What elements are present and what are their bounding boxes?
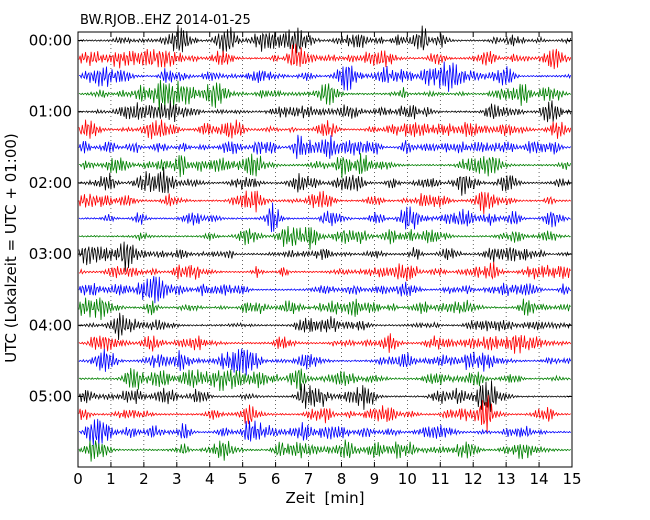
trace-line bbox=[78, 333, 572, 354]
y-tick-label: 05:00 bbox=[29, 388, 72, 406]
trace-line bbox=[78, 166, 572, 196]
trace-line bbox=[78, 24, 572, 57]
seismogram-traces bbox=[78, 24, 572, 462]
x-tick-label: 6 bbox=[271, 470, 281, 488]
trace-line bbox=[78, 395, 571, 433]
x-tick-label: 12 bbox=[464, 470, 483, 488]
trace-line bbox=[78, 297, 571, 321]
trace-line bbox=[78, 225, 571, 250]
trace-line bbox=[78, 61, 572, 92]
x-tick-label: 1 bbox=[106, 470, 116, 488]
trace-line bbox=[78, 241, 571, 272]
y-tick-label: 04:00 bbox=[29, 316, 72, 334]
x-tick-label: 14 bbox=[530, 470, 549, 488]
trace-line bbox=[78, 43, 572, 70]
y-tick-label: 01:00 bbox=[29, 103, 72, 121]
trace-line bbox=[78, 100, 572, 123]
y-axis-ticks: 00:00 01:00 02:00 03:00 04:00 05:00 bbox=[29, 32, 572, 406]
x-axis-ticks: 0 1 2 3 4 5 6 7 8 9 10 11 12 13 14 15 bbox=[73, 32, 582, 488]
trace-line bbox=[78, 276, 572, 304]
trace-line bbox=[78, 134, 572, 159]
x-tick-label: 8 bbox=[337, 470, 347, 488]
x-axis-label: Zeit [min] bbox=[285, 489, 364, 507]
y-axis-label: UTC (Lokalzeit = UTC + 01:00) bbox=[2, 133, 20, 363]
vertical-grid bbox=[110, 32, 540, 467]
x-tick-label: 3 bbox=[172, 470, 182, 488]
x-tick-label: 9 bbox=[370, 470, 380, 488]
x-tick-label: 2 bbox=[139, 470, 149, 488]
x-tick-label: 7 bbox=[304, 470, 314, 488]
trace-line bbox=[78, 348, 572, 376]
trace-line bbox=[78, 312, 571, 341]
chart-title: BW.RJOB..EHZ 2014-01-25 bbox=[80, 13, 251, 28]
x-tick-label: 5 bbox=[238, 470, 248, 488]
x-tick-label: 4 bbox=[205, 470, 215, 488]
x-tick-label: 0 bbox=[73, 470, 83, 488]
trace-line bbox=[78, 367, 571, 392]
y-tick-label: 03:00 bbox=[29, 245, 72, 263]
x-tick-label: 11 bbox=[431, 470, 450, 488]
trace-line bbox=[78, 261, 572, 282]
plot-frame bbox=[77, 31, 573, 468]
trace-line bbox=[78, 190, 571, 215]
trace-line bbox=[78, 153, 572, 179]
trace-line bbox=[78, 79, 572, 113]
y-tick-label: 02:00 bbox=[29, 174, 72, 192]
trace-line bbox=[78, 202, 571, 233]
trace-line bbox=[78, 119, 572, 140]
trace-line bbox=[79, 418, 572, 447]
trace-line bbox=[78, 439, 571, 462]
trace-line bbox=[78, 380, 571, 412]
x-tick-label: 10 bbox=[398, 470, 417, 488]
x-tick-label: 15 bbox=[562, 470, 581, 488]
y-tick-label: 00:00 bbox=[29, 32, 72, 50]
x-tick-label: 13 bbox=[497, 470, 516, 488]
